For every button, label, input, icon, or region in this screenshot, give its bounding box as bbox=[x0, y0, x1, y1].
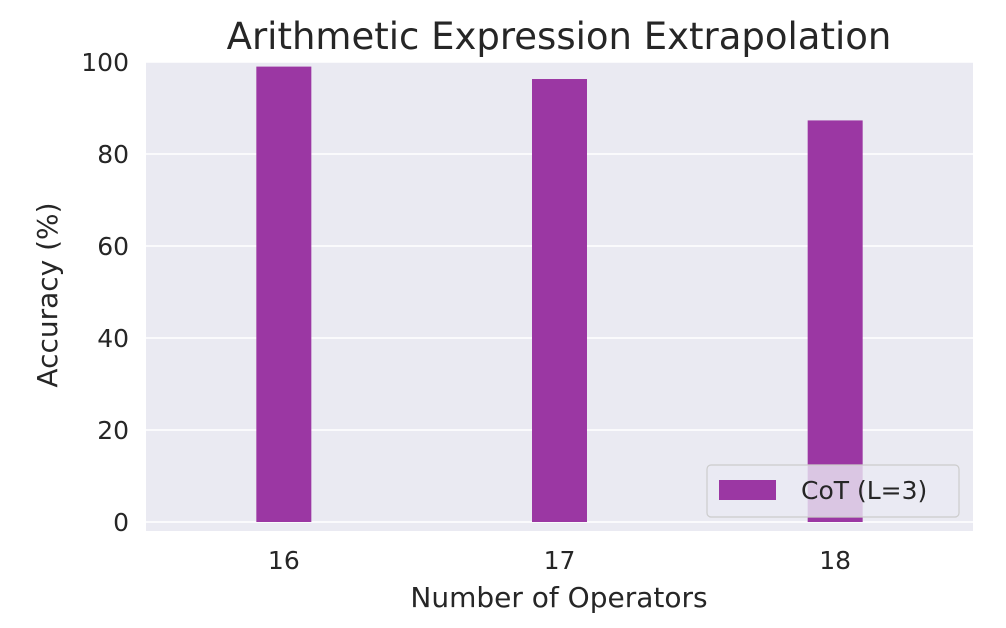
x-tick-label: 17 bbox=[544, 546, 576, 575]
y-tick-label: 60 bbox=[97, 232, 129, 261]
y-tick-label: 100 bbox=[81, 48, 129, 77]
legend: CoT (L=3) bbox=[706, 464, 960, 518]
bar-17 bbox=[532, 79, 587, 523]
bar-18 bbox=[807, 120, 863, 523]
legend-box bbox=[706, 464, 960, 518]
x-tick-label: 18 bbox=[819, 546, 851, 575]
legend-label: CoT (L=3) bbox=[801, 476, 927, 505]
x-axis-ticks: 16 17 18 bbox=[268, 546, 851, 575]
x-tick-label: 16 bbox=[268, 546, 300, 575]
y-tick-label: 20 bbox=[97, 416, 129, 445]
legend-swatch bbox=[719, 480, 776, 500]
bar-16 bbox=[256, 66, 312, 522]
x-axis-label: Number of Operators bbox=[410, 581, 707, 614]
y-tick-label: 80 bbox=[97, 140, 129, 169]
bars bbox=[256, 66, 863, 523]
y-tick-label: 40 bbox=[97, 324, 129, 353]
y-axis-ticks: 0 20 40 60 80 100 bbox=[81, 48, 129, 537]
y-tick-label: 0 bbox=[113, 508, 129, 537]
y-axis-label: Accuracy (%) bbox=[31, 202, 64, 387]
chart-title: Arithmetic Expression Extrapolation bbox=[227, 15, 892, 58]
